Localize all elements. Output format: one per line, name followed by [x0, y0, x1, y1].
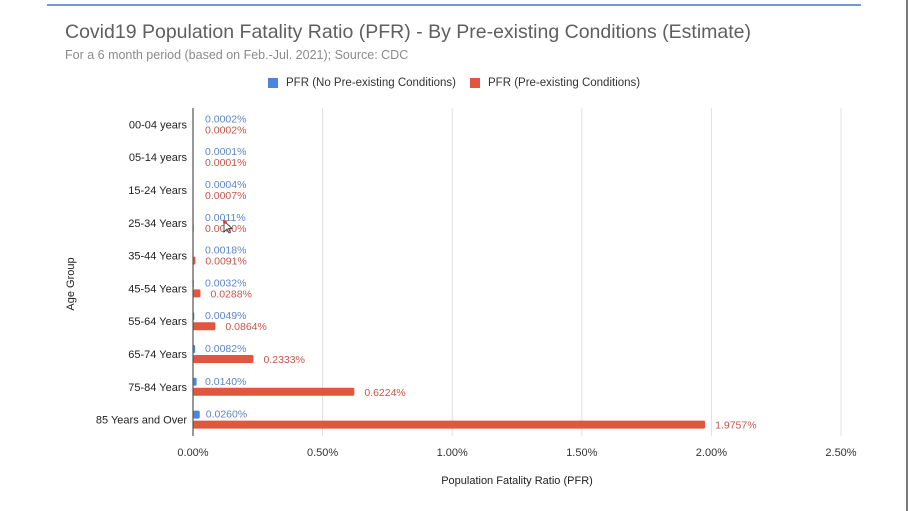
- value-label-pre-existing: 0.0007%: [205, 190, 246, 202]
- value-label-no-pre-existing: 0.0018%: [205, 245, 246, 257]
- value-label-pre-existing: 0.6224%: [364, 387, 405, 399]
- value-label-pre-existing: 0.0091%: [205, 256, 246, 268]
- legend-item-pre-existing[interactable]: PFR (Pre-existing Conditions): [470, 77, 640, 89]
- value-label-no-pre-existing: 0.0032%: [205, 277, 246, 289]
- category-label: 55-64 Years: [128, 316, 187, 328]
- bar-pre-existing[interactable]: [193, 322, 216, 331]
- x-tick-labels: 0.00% 0.50% 1.00% 1.50% 2.00% 2.50%: [177, 447, 856, 459]
- value-labels: 0.0002%0.0002% 0.0001%0.0001% 0.0004%0.000…: [205, 113, 757, 431]
- category-label: 15-24 Years: [128, 185, 187, 197]
- value-label-pre-existing: 1.9757%: [715, 420, 756, 432]
- legend: PFR (No Pre-existing Conditions) PFR (Pr…: [268, 77, 654, 89]
- value-label-no-pre-existing: 0.0001%: [205, 146, 246, 158]
- legend-item-no-pre-existing[interactable]: PFR (No Pre-existing Conditions): [268, 77, 456, 89]
- gridlines: [322, 108, 842, 436]
- value-label-no-pre-existing: 0.0260%: [206, 409, 247, 421]
- value-label-no-pre-existing: 0.0002%: [205, 113, 246, 125]
- category-label: 35-44 Years: [128, 251, 187, 263]
- x-tick-label: 2.50%: [825, 447, 856, 459]
- bars: [193, 115, 706, 429]
- category-label: 85 Years and Over: [96, 415, 187, 427]
- bar-pre-existing[interactable]: [193, 289, 201, 298]
- bar-no-pre-existing[interactable]: [193, 410, 200, 419]
- chart-title: Covid19 Population Fatality Ratio (PFR) …: [65, 21, 752, 43]
- x-tick-label: 0.00%: [177, 447, 208, 459]
- value-label-no-pre-existing: 0.0004%: [205, 179, 246, 191]
- x-tick-label: 2.00%: [696, 447, 727, 459]
- x-axis-title: Population Fatality Ratio (PFR): [441, 475, 593, 487]
- top-rule: [47, 4, 861, 6]
- category-label: 65-74 Years: [128, 349, 187, 361]
- legend-label-no-pre-existing: PFR (No Pre-existing Conditions): [286, 77, 457, 89]
- value-label-no-pre-existing: 0.0011%: [205, 212, 246, 224]
- value-label-pre-existing: 0.2333%: [263, 354, 304, 366]
- y-axis-title: Age Group: [65, 257, 77, 310]
- x-tick-label: 0.50%: [307, 447, 338, 459]
- bar-pre-existing[interactable]: [193, 387, 355, 396]
- legend-swatch-no-pre-existing: [268, 78, 278, 88]
- category-label: 25-34 Years: [128, 218, 187, 230]
- value-label-no-pre-existing: 0.0049%: [205, 310, 246, 322]
- value-label-no-pre-existing: 0.0140%: [205, 376, 246, 388]
- window-edge: [906, 0, 908, 511]
- bar-pre-existing[interactable]: [193, 420, 706, 429]
- category-label: 75-84 Years: [128, 382, 187, 394]
- mouse-cursor-icon: [223, 220, 233, 234]
- bar-no-pre-existing[interactable]: [193, 377, 197, 386]
- legend-label-pre-existing: PFR (Pre-existing Conditions): [488, 77, 641, 89]
- value-label-no-pre-existing: 0.0082%: [205, 343, 246, 355]
- category-labels: 00-04 years 05-14 years 15-24 Years 25-34 Y…: [96, 119, 188, 426]
- category-label: 05-14 years: [129, 152, 188, 164]
- legend-swatch-pre-existing: [470, 78, 481, 88]
- value-label-pre-existing: 0.0001%: [205, 157, 246, 169]
- x-tick-label: 1.50%: [566, 447, 597, 459]
- x-tick-label: 1.00%: [437, 447, 468, 459]
- category-label: 00-04 years: [129, 119, 188, 131]
- bar-pre-existing[interactable]: [193, 355, 254, 363]
- chart-subtitle: For a 6 month period (based on Feb.-Jul.…: [65, 48, 409, 62]
- category-label: 45-54 Years: [128, 283, 187, 295]
- value-label-pre-existing: 0.0002%: [205, 124, 246, 136]
- value-label-pre-existing: 0.0864%: [225, 321, 266, 333]
- value-label-pre-existing: 0.0288%: [210, 288, 251, 300]
